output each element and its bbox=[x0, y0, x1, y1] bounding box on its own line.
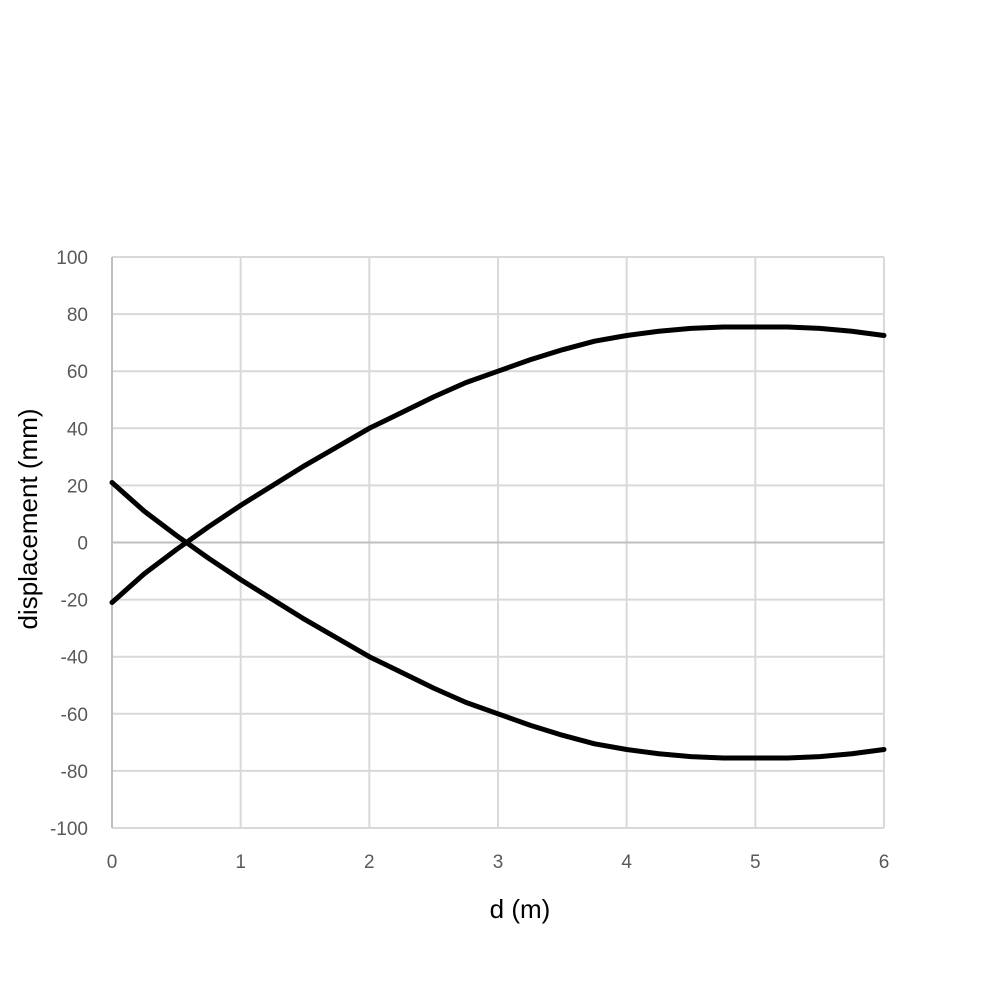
x-tick-label-3: 3 bbox=[493, 852, 504, 873]
y-tick-label-4: 20 bbox=[67, 476, 88, 497]
y-tick-label-3: 40 bbox=[67, 419, 88, 440]
x-tick-label-1: 1 bbox=[235, 852, 246, 873]
y-tick-label-0: 100 bbox=[56, 248, 88, 269]
y-tick-label-1: 80 bbox=[67, 305, 88, 326]
tick-labels: 0 1 2 3 4 5 6 100 80 60 40 20 0 -20 -40 -60 -80 -100 bbox=[50, 248, 889, 873]
series-line-1 bbox=[109, 324, 887, 605]
series bbox=[109, 324, 887, 761]
x-tick-label-5: 5 bbox=[750, 852, 761, 873]
x-tick-label-0: 0 bbox=[107, 852, 118, 873]
y-tick-label-6: -20 bbox=[61, 591, 88, 612]
y-tick-label-8: -60 bbox=[61, 705, 88, 726]
x-tick-label-6: 6 bbox=[879, 852, 890, 873]
x-tick-label-4: 4 bbox=[621, 852, 632, 873]
y-tick-label-7: -40 bbox=[61, 648, 88, 669]
y-axis-title: displacement (mm) bbox=[13, 408, 43, 629]
x-tick-label-2: 2 bbox=[364, 852, 375, 873]
y-tick-label-2: 60 bbox=[67, 362, 88, 383]
axes bbox=[111, 257, 884, 828]
y-tick-label-5: 0 bbox=[77, 534, 88, 555]
series-line-0 bbox=[109, 480, 887, 761]
y-tick-label-10: -100 bbox=[50, 819, 88, 840]
y-tick-label-9: -80 bbox=[61, 762, 88, 783]
x-axis-title: d (m) bbox=[490, 894, 551, 924]
